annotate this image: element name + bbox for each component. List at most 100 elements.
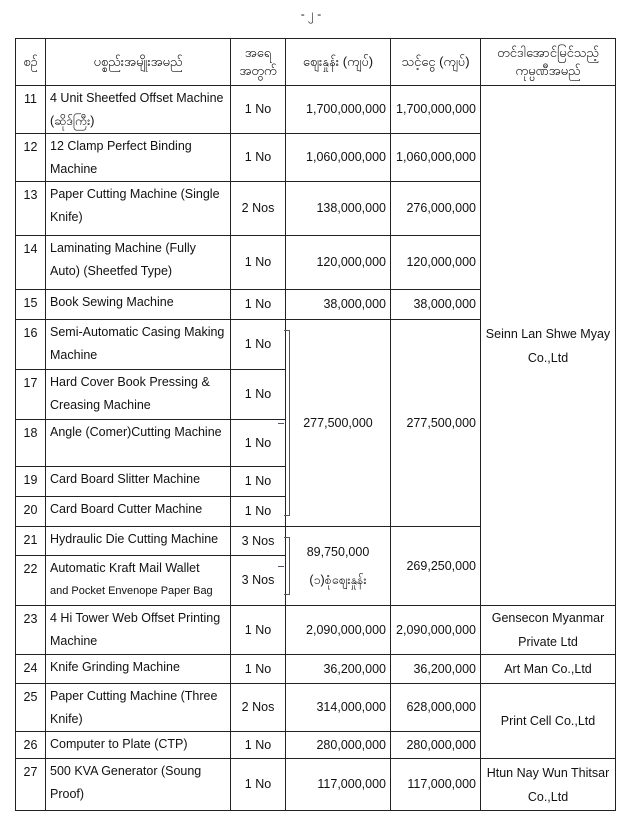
row-no: 15: [15, 289, 46, 320]
row-price: 38,000,000: [285, 289, 391, 320]
group-price-value: 89,750,000: [306, 545, 370, 559]
company-seinn: Seinn Lan Shwe Myay Co.,Ltd: [480, 85, 616, 606]
row-no: 26: [15, 731, 46, 759]
row-qty: 1 No: [230, 466, 286, 497]
row-qty: 3 Nos: [230, 526, 286, 556]
row-no: 14: [15, 235, 46, 290]
table-row: 13 Paper Cutting Machine (Single Knife) …: [15, 181, 616, 236]
row-no: 22: [15, 555, 46, 606]
table-row: 18 Angle (Comer)Cutting Machine 1 No: [15, 419, 616, 467]
row-item: Angle (Comer)Cutting Machine: [45, 419, 231, 467]
row-no: 13: [15, 181, 46, 236]
row-qty: 2 Nos: [230, 683, 286, 732]
company-artman: Art Man Co.,Ltd: [480, 654, 616, 684]
table-row: 11 4 Unit Sheetfed Offset Machine (ဆိုဒ်…: [15, 85, 616, 606]
group-price-21-22: 89,750,000 (၁)စုံဈေးနှုန်း: [278, 526, 391, 606]
row-item: Paper Cutting Machine (Three Knife): [45, 683, 231, 732]
table-row: 23 4 Hi Tower Web Offset Printing Machin…: [15, 605, 616, 655]
row-qty: 3 Nos: [230, 555, 286, 606]
row-no: 16: [15, 319, 46, 370]
row-no: 20: [15, 496, 46, 527]
row-item: Card Board Cutter Machine: [45, 496, 231, 527]
row-no: 21: [15, 526, 46, 556]
header-total: သင့်ငွေ (ကျပ်): [390, 38, 481, 86]
row-price: 2,090,000,000: [285, 605, 391, 655]
row-item: Semi-Automatic Casing Making Machine: [45, 319, 231, 370]
row-item: Book Sewing Machine: [45, 289, 231, 320]
row-no: 23: [15, 605, 46, 655]
table-row: 21 Hydraulic Die Cutting Machine 3 Nos 8…: [15, 526, 616, 606]
row-total: 36,200,000: [390, 654, 481, 684]
row-total: 628,000,000: [390, 683, 481, 732]
row-item: Laminating Machine (Fully Auto) (Sheetfe…: [45, 235, 231, 290]
row-no: 11: [15, 85, 46, 134]
row-qty: 1 No: [230, 289, 286, 320]
row-no: 24: [15, 654, 46, 684]
row-price: 314,000,000: [285, 683, 391, 732]
row-total: 120,000,000: [390, 235, 481, 290]
header-price: ဈေးနှုန်း (ကျပ်): [285, 38, 391, 86]
row-qty: 1 No: [230, 235, 286, 290]
group-total-21-22: 269,250,000: [390, 526, 481, 606]
row-no: 12: [15, 133, 46, 182]
row-qty: 1 No: [230, 369, 286, 420]
row-item: Hard Cover Book Pressing & Creasing Mach…: [45, 369, 231, 420]
group-price-note: (၁)စုံဈေးနှုန်း: [309, 573, 367, 587]
row-qty: 1 No: [230, 654, 286, 684]
row-qty: 1 No: [230, 319, 286, 370]
row-price: 1,700,000,000: [285, 85, 391, 134]
row-item: Knife Grinding Machine: [45, 654, 231, 684]
table-row: 19 Card Board Slitter Machine 1 No: [15, 466, 616, 497]
row-item: 500 KVA Generator (Soung Proof): [45, 758, 231, 811]
row-qty: 1 No: [230, 85, 286, 134]
row-total: 280,000,000: [390, 731, 481, 759]
table-row: 17 Hard Cover Book Pressing & Creasing M…: [15, 369, 616, 420]
row-qty: 1 No: [230, 731, 286, 759]
row-item: Computer to Plate (CTP): [45, 731, 231, 759]
row-item-line1: Automatic Kraft Mail Wallet: [50, 561, 200, 575]
row-no: 17: [15, 369, 46, 420]
header-no: စဉ်: [15, 38, 46, 86]
row-qty: 1 No: [230, 605, 286, 655]
row-qty: 1 No: [230, 496, 286, 527]
table-header: စဉ် ပစ္စည်းအမျိုးအမည် အရေ အတွက် ဈေးနှုန်…: [15, 38, 616, 86]
table-row: 16 Semi-Automatic Casing Making Machine …: [15, 319, 616, 527]
bracket: [278, 537, 290, 595]
row-item: 4 Unit Sheetfed Offset Machine (ဆိုဒ်ကြီ…: [45, 85, 231, 134]
row-item: Hydraulic Die Cutting Machine: [45, 526, 231, 556]
row-price: 138,000,000: [285, 181, 391, 236]
row-no: 18: [15, 419, 46, 467]
row-qty: 2 Nos: [230, 181, 286, 236]
row-price: 280,000,000: [285, 731, 391, 759]
row-item: Paper Cutting Machine (Single Knife): [45, 181, 231, 236]
row-price: 120,000,000: [285, 235, 391, 290]
row-total: 1,700,000,000: [390, 85, 481, 134]
row-item: Card Board Slitter Machine: [45, 466, 231, 497]
table-row: 12 12 Clamp Perfect Binding Machine 1 No…: [15, 133, 616, 182]
table-row: 27 500 KVA Generator (Soung Proof) 1 No …: [15, 758, 616, 811]
row-total: 117,000,000: [390, 758, 481, 811]
row-item-line2: and Pocket Envenope Paper Bag: [50, 585, 213, 597]
row-item: 12 Clamp Perfect Binding Machine: [45, 133, 231, 182]
tender-results-table: စဉ် ပစ္စည်းအမျိုးအမည် အရေ အတွက် ဈေးနှုန်…: [15, 38, 616, 811]
row-price: 36,200,000: [285, 654, 391, 684]
bracket: [278, 330, 290, 516]
company-gensecon: Gensecon Myanmar Private Ltd: [480, 605, 616, 655]
row-total: 38,000,000: [390, 289, 481, 320]
row-item: 4 Hi Tower Web Offset Printing Machine: [45, 605, 231, 655]
group-price-value: 277,500,000: [303, 416, 373, 430]
company-printcell: Print Cell Co.,Ltd: [480, 683, 616, 759]
row-qty: 1 No: [230, 419, 286, 467]
row-item: Automatic Kraft Mail Wallet and Pocket En…: [45, 555, 231, 606]
row-no: 19: [15, 466, 46, 497]
row-total: 1,060,000,000: [390, 133, 481, 182]
row-qty: 1 No: [230, 758, 286, 811]
row-total: 2,090,000,000: [390, 605, 481, 655]
row-no: 27: [15, 758, 46, 811]
header-item: ပစ္စည်းအမျိုးအမည်: [45, 38, 231, 86]
table-row: 26 Computer to Plate (CTP) 1 No 280,000,…: [15, 731, 616, 759]
table-row: 24 Knife Grinding Machine 1 No 36,200,00…: [15, 654, 616, 684]
table-row: 22 Automatic Kraft Mail Wallet and Pocket…: [15, 555, 616, 606]
header-company: တင်ဒါအောင်မြင်သည့် ကုမ္ပဏီအမည်: [480, 38, 616, 86]
header-qty: အရေ အတွက်: [230, 38, 286, 86]
